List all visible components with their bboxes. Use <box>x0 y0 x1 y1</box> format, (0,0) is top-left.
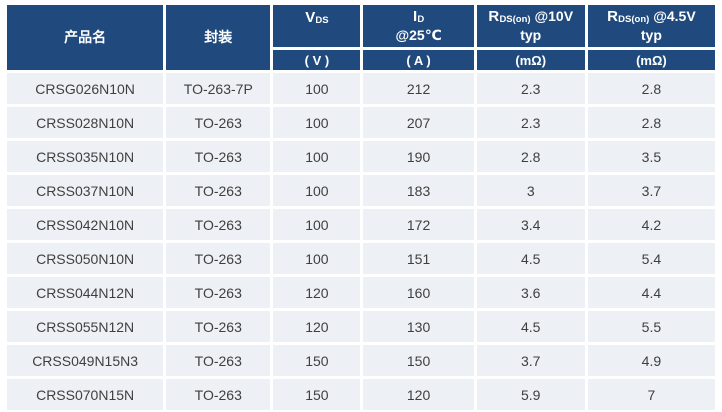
unit-rds-10v: (mΩ) <box>476 50 585 70</box>
cell-product-name: CRSS035N10N <box>7 141 164 172</box>
vds-subscript: DS <box>315 15 329 26</box>
column-header-package: 封装 <box>166 5 271 70</box>
cell-rds-4v5: 5.5 <box>587 311 715 342</box>
cell-product-name: CRSS037N10N <box>7 175 164 206</box>
cell-vds: 100 <box>273 73 361 104</box>
cell-package: TO-263 <box>166 107 271 138</box>
column-header-vds: VDS <box>273 5 361 47</box>
vds-symbol: VDS <box>305 9 329 26</box>
cell-rds-4v5: 4.2 <box>587 209 715 240</box>
cell-package: TO-263 <box>166 209 271 240</box>
unit-rds-4v5: (mΩ) <box>587 50 715 70</box>
cell-product-name: CRSS044N12N <box>7 277 164 308</box>
unit-id: ( A ) <box>363 50 474 70</box>
cell-id: 160 <box>363 277 474 308</box>
rds45-symbol: RDS(on) <box>607 7 650 25</box>
id-subscript: D <box>417 13 425 25</box>
rds45-typ-label: typ <box>640 26 662 43</box>
rds10-condition: @10V <box>530 7 574 24</box>
cell-package: TO-263 <box>166 175 271 206</box>
cell-id: 120 <box>363 379 474 410</box>
column-header-id: ID @25℃ <box>363 5 474 47</box>
id-symbol: ID <box>412 7 425 25</box>
cell-product-name: CRSS049N15N3 <box>7 345 164 376</box>
table-row: CRSS055N12N TO-263 120 130 4.5 5.5 <box>7 311 715 342</box>
cell-id: 212 <box>363 73 474 104</box>
cell-id: 130 <box>363 311 474 342</box>
cell-vds: 100 <box>273 209 361 240</box>
cell-package: TO-263 <box>166 243 271 274</box>
cell-vds: 100 <box>273 107 361 138</box>
cell-rds-10v: 2.3 <box>476 73 585 104</box>
table-row: CRSS050N10N TO-263 100 151 4.5 5.4 <box>7 243 715 274</box>
table-row: CRSS037N10N TO-263 100 183 3 3.7 <box>7 175 715 206</box>
cell-product-name: CRSS070N15N <box>7 379 164 410</box>
cell-product-name: CRSS028N10N <box>7 107 164 138</box>
cell-rds-4v5: 3.7 <box>587 175 715 206</box>
table-row: CRSS035N10N TO-263 100 190 2.8 3.5 <box>7 141 715 172</box>
header-row-main: 产品名 封装 VDS ID @25℃ RDS(on) @10V typ RDS(… <box>7 5 715 70</box>
table-row: CRSG026N10N TO-263-7P 100 212 2.3 2.8 <box>7 73 715 104</box>
cell-id: 151 <box>363 243 474 274</box>
cell-product-name: CRSS042N10N <box>7 209 164 240</box>
header-row-units: ( V ) ( A ) (mΩ) (mΩ) <box>7 50 715 70</box>
cell-product-name: CRSG026N10N <box>7 73 164 104</box>
column-header-product-name: 产品名 <box>7 5 164 70</box>
rds10-subscript: DS(on) <box>499 13 531 25</box>
cell-rds-10v: 4.5 <box>476 243 585 274</box>
cell-rds-10v: 3.7 <box>476 345 585 376</box>
cell-id: 207 <box>363 107 474 138</box>
cell-id: 150 <box>363 345 474 376</box>
rds10-typ-label: typ <box>520 26 542 43</box>
cell-rds-10v: 3 <box>476 175 585 206</box>
cell-rds-10v: 4.5 <box>476 311 585 342</box>
product-spec-table: 产品名 封装 VDS ID @25℃ RDS(on) @10V typ RDS(… <box>4 2 718 412</box>
rds45-subscript: DS(on) <box>618 13 650 25</box>
cell-rds-4v5: 5.4 <box>587 243 715 274</box>
cell-product-name: CRSS055N12N <box>7 311 164 342</box>
cell-rds-4v5: 3.5 <box>587 141 715 172</box>
cell-vds: 100 <box>273 243 361 274</box>
cell-id: 183 <box>363 175 474 206</box>
cell-vds: 120 <box>273 277 361 308</box>
unit-vds: ( V ) <box>273 50 361 70</box>
cell-vds: 100 <box>273 141 361 172</box>
cell-vds: 150 <box>273 379 361 410</box>
cell-package: TO-263 <box>166 345 271 376</box>
cell-rds-10v: 2.8 <box>476 141 585 172</box>
cell-vds: 120 <box>273 311 361 342</box>
table-row: CRSS028N10N TO-263 100 207 2.3 2.8 <box>7 107 715 138</box>
rds45-condition: @4.5V <box>649 7 696 24</box>
table-row: CRSS049N15N3 TO-263 150 150 3.7 4.9 <box>7 345 715 376</box>
table-row: CRSS044N12N TO-263 120 160 3.6 4.4 <box>7 277 715 308</box>
table-row: CRSS042N10N TO-263 100 172 3.4 4.2 <box>7 209 715 240</box>
cell-vds: 150 <box>273 345 361 376</box>
column-header-rds-4v5: RDS(on) @4.5V typ <box>587 5 715 47</box>
cell-rds-10v: 5.9 <box>476 379 585 410</box>
cell-package: TO-263 <box>166 379 271 410</box>
cell-package: TO-263 <box>166 311 271 342</box>
rds10-symbol: RDS(on) <box>488 7 531 25</box>
cell-id: 172 <box>363 209 474 240</box>
cell-package: TO-263 <box>166 277 271 308</box>
cell-package: TO-263-7P <box>166 73 271 104</box>
cell-rds-4v5: 4.4 <box>587 277 715 308</box>
cell-rds-4v5: 2.8 <box>587 107 715 138</box>
cell-rds-4v5: 2.8 <box>587 73 715 104</box>
column-header-rds-10v: RDS(on) @10V typ <box>476 5 585 47</box>
cell-product-name: CRSS050N10N <box>7 243 164 274</box>
cell-rds-4v5: 4.9 <box>587 345 715 376</box>
cell-rds-10v: 3.6 <box>476 277 585 308</box>
cell-id: 190 <box>363 141 474 172</box>
cell-rds-10v: 2.3 <box>476 107 585 138</box>
table-row: CRSS070N15N TO-263 150 120 5.9 7 <box>7 379 715 410</box>
cell-vds: 100 <box>273 175 361 206</box>
id-condition: @25℃ <box>395 26 442 43</box>
cell-rds-10v: 3.4 <box>476 209 585 240</box>
cell-package: TO-263 <box>166 141 271 172</box>
cell-rds-4v5: 7 <box>587 379 715 410</box>
